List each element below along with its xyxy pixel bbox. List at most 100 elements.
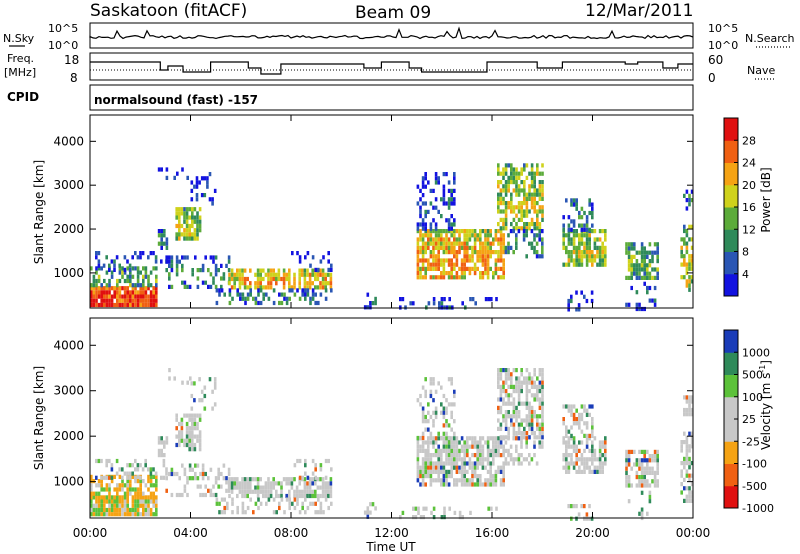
heatmap-cell [489,233,492,238]
heatmap-cell [585,425,589,430]
heatmap-cell [471,453,474,458]
heatmap-cell [110,286,114,291]
heatmap-cell [424,389,427,394]
heatmap-cell [198,438,202,443]
heatmap-cell [585,516,589,521]
heatmap-cell [520,422,523,427]
heatmap-cell [259,285,262,290]
heatmap-cell [504,376,508,381]
heatmap-cell [424,233,427,238]
heatmap-cell [306,272,309,277]
heatmap-cell [90,302,93,308]
heatmap-cell [450,193,453,198]
heatmap-cell [155,278,158,284]
heatmap-cell [580,241,584,246]
heatmap-cell [193,447,197,452]
heatmap-cell [440,469,443,474]
heatmap-cell [685,399,689,404]
heatmap-cell [424,241,427,246]
heatmap-cell [129,512,132,517]
heatmap-cell [422,515,425,520]
heatmap-cell [160,440,163,445]
heatmap-cell [108,263,111,268]
heatmap-cell [121,495,124,500]
heatmap-cell [215,501,219,506]
heatmap-cell [421,193,425,198]
heatmap-cell [630,254,633,259]
heatmap-cell [196,215,199,220]
heatmap-cell [683,440,686,445]
heatmap-cell [118,266,122,271]
heatmap-cell [241,481,244,486]
heatmap-cell [249,489,252,494]
heatmap-cell [578,233,581,238]
heatmap-cell [429,237,433,242]
heatmap-cell [267,268,270,273]
heatmap-cell [533,250,536,255]
heatmap-cell [601,465,604,470]
heatmap-cell [570,404,573,409]
heatmap-cell [463,440,466,445]
heatmap-cell [489,461,492,466]
heatmap-cell [183,467,187,472]
heatmap-cell [280,276,283,282]
heatmap-cell [455,237,459,242]
heatmap-cell [269,285,273,290]
heatmap-cell [455,262,459,267]
heatmap-cell [421,478,425,483]
heatmap-cell [541,245,544,250]
heatmap-cell [304,292,307,297]
heatmap-cell [575,254,578,259]
heatmap-cell [308,285,312,290]
heatmap-cell [490,506,493,511]
heatmap-cell [211,406,214,411]
heatmap-cell [152,298,155,303]
heatmap-cell [429,266,433,271]
heatmap-cell [520,440,523,445]
heatmap-cell [447,262,451,267]
heatmap-cell [567,465,571,470]
heatmap-cell [123,507,127,513]
heatmap-cell [155,298,158,303]
heatmap-cell [188,207,191,212]
heatmap-cell [473,271,477,276]
heatmap-cell [168,272,171,277]
heatmap-cell [685,266,689,271]
heatmap-cell [198,417,202,422]
heatmap-cell [567,254,571,259]
heatmap-cell [90,507,93,513]
heatmap-cell [479,457,482,462]
heatmap-cell [421,474,425,479]
heatmap-cell [440,478,443,483]
heatmap-cell [469,510,472,515]
heatmap-cell [118,298,122,303]
heatmap-cell [314,489,317,494]
heatmap-cell [280,300,284,306]
heatmap-cell [580,237,584,242]
heatmap-cell [585,233,589,238]
heatmap-cell [499,453,503,458]
heatmap-cell [304,471,307,476]
heatmap-cell [131,302,135,308]
heatmap-cell [489,436,492,441]
heatmap-cell [683,241,686,246]
heatmap-cell [525,233,528,238]
freq-tick-right-top: 60 [708,53,723,67]
heatmap-cell [502,474,505,479]
heatmap-cell [567,250,571,255]
heatmap-cell [640,275,644,280]
heatmap-cell [648,499,652,504]
heatmap-cell [630,267,633,272]
heatmap-cell [481,271,485,276]
heatmap-cell [97,512,101,517]
heatmap-cell [455,440,459,445]
heatmap-cell [512,410,516,415]
heatmap-cell [123,294,127,299]
heatmap-cell [528,222,531,227]
heatmap-cell [635,458,639,463]
heatmap-cell [575,444,578,449]
heatmap-cell [585,237,589,242]
heatmap-cell [471,229,474,234]
heatmap-cell [267,485,270,490]
